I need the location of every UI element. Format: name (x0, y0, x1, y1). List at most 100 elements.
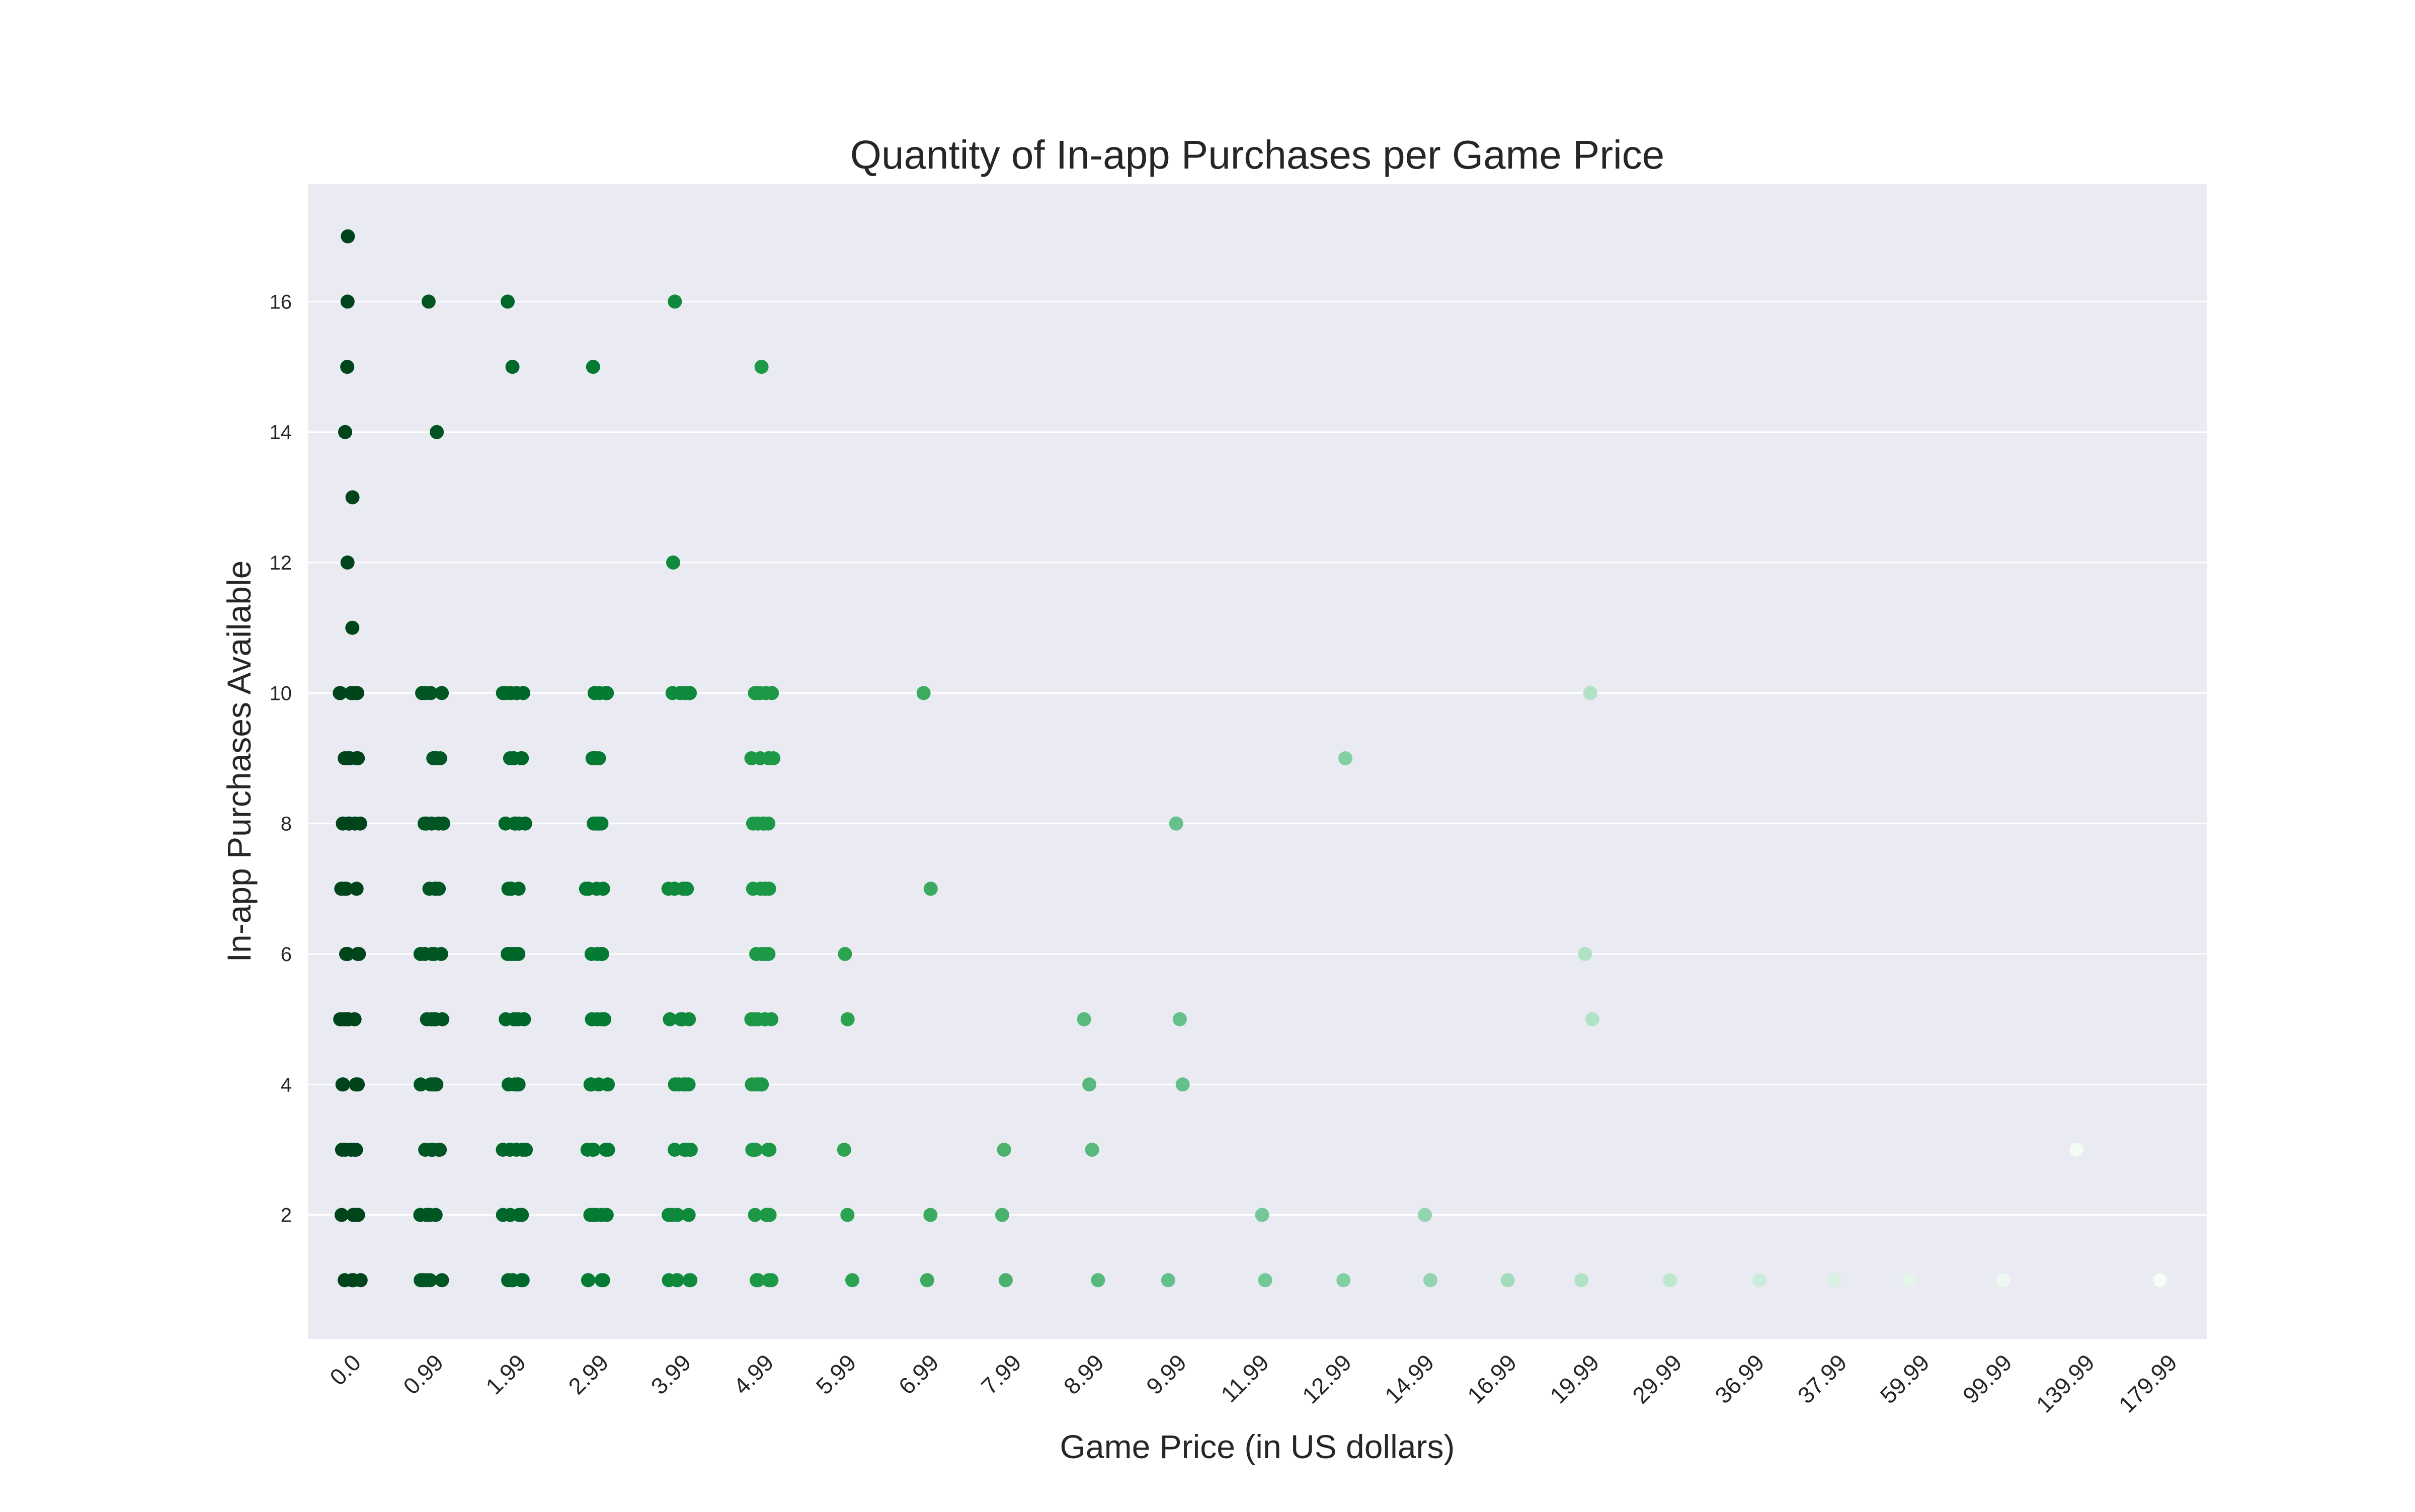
data-point (413, 947, 428, 961)
data-point (667, 882, 682, 896)
data-point (746, 816, 760, 831)
data-point (501, 294, 515, 309)
data-point (511, 1077, 526, 1092)
data-point (997, 1143, 1011, 1157)
data-point (514, 1208, 528, 1222)
data-point (916, 686, 931, 700)
data-point (1574, 1273, 1589, 1288)
data-point (436, 816, 450, 831)
y-tick-label: 2 (281, 1205, 292, 1227)
x-tick-label: 14.99 (1380, 1349, 1439, 1408)
data-point (840, 1012, 855, 1026)
x-tick-label: 5.99 (811, 1349, 861, 1399)
data-point (335, 1077, 350, 1092)
data-point (923, 1208, 938, 1222)
x-tick-label: 99.99 (1958, 1349, 2017, 1408)
data-point (679, 1143, 693, 1157)
data-point (665, 1208, 679, 1222)
data-point (744, 1012, 759, 1026)
data-point (665, 686, 680, 700)
data-point (668, 1077, 682, 1092)
x-tick-label: 4.99 (728, 1349, 778, 1399)
data-point (761, 1143, 775, 1157)
x-tick-label: 12.99 (1297, 1349, 1356, 1408)
data-point (427, 947, 442, 961)
y-tick-labels: 2 4 6 8 10 12 14 16 (270, 291, 292, 1226)
data-point (340, 555, 355, 570)
y-tick-label: 8 (281, 813, 292, 835)
data-point (581, 1273, 595, 1288)
data-point (586, 360, 600, 374)
data-point (345, 620, 360, 635)
x-tick-labels: 0.0 0.99 1.99 2.99 3.99 4.99 5.99 6.99 7.99 8.99 9… (325, 1349, 2182, 1417)
data-point (668, 294, 682, 309)
data-point (1996, 1273, 2010, 1288)
data-point (351, 947, 365, 961)
data-point (595, 1273, 609, 1288)
data-points (333, 229, 2167, 1288)
data-point (754, 360, 769, 374)
data-point (429, 882, 443, 896)
x-tick-label: 139.99 (2031, 1349, 2100, 1417)
data-point (682, 1012, 696, 1026)
x-tick-label: 29.99 (1627, 1349, 1686, 1408)
data-point (417, 816, 432, 831)
data-point (681, 686, 696, 700)
data-point (435, 1273, 449, 1288)
data-point (340, 947, 355, 961)
data-point (1418, 1208, 1432, 1222)
data-point (762, 1208, 777, 1222)
data-point (344, 1143, 358, 1157)
data-point (503, 882, 518, 896)
data-point (350, 1077, 364, 1092)
data-point (663, 1012, 677, 1026)
data-point (744, 751, 759, 765)
data-point (508, 816, 522, 831)
y-axis-label: In-app Purchases Available (220, 561, 258, 963)
data-point (343, 751, 357, 765)
x-tick-label: 8.99 (1059, 1349, 1109, 1399)
y-tick-label: 10 (270, 682, 292, 704)
data-point (339, 882, 354, 896)
x-tick-label: 0.0 (325, 1349, 366, 1390)
data-point (1175, 1077, 1190, 1092)
data-point (679, 1077, 693, 1092)
x-tick-label: 1.99 (480, 1349, 531, 1399)
x-tick-label: 2.99 (563, 1349, 613, 1399)
x-tick-label: 179.99 (2114, 1349, 2182, 1417)
data-point (845, 1273, 859, 1288)
data-point (424, 686, 438, 700)
data-point (424, 1012, 439, 1026)
data-point (748, 1208, 762, 1222)
data-point (764, 1012, 779, 1026)
data-point (1752, 1273, 1766, 1288)
y-tick-label: 14 (270, 422, 292, 444)
data-point (590, 882, 604, 896)
data-point (340, 294, 355, 309)
data-point (591, 816, 606, 831)
x-tick-label: 7.99 (976, 1349, 1026, 1399)
data-point (681, 1208, 696, 1222)
data-point (765, 686, 779, 700)
data-point (435, 686, 449, 700)
data-point (1583, 686, 1597, 700)
data-point (350, 1208, 364, 1222)
data-point (414, 1077, 428, 1092)
data-point (337, 1012, 351, 1026)
y-tick-label: 12 (270, 552, 292, 574)
data-point (349, 882, 364, 896)
data-point (2152, 1273, 2167, 1288)
data-point (589, 1208, 603, 1222)
data-point (837, 1143, 851, 1157)
x-tick-label: 3.99 (646, 1349, 696, 1399)
data-point (1500, 1273, 1515, 1288)
data-point (745, 1143, 760, 1157)
data-point (338, 425, 352, 439)
data-point (998, 1273, 1013, 1288)
data-point (429, 751, 443, 765)
y-tick-label: 6 (281, 943, 292, 966)
x-tick-label: 6.99 (894, 1349, 944, 1399)
data-point (336, 816, 350, 831)
data-point (761, 816, 776, 831)
